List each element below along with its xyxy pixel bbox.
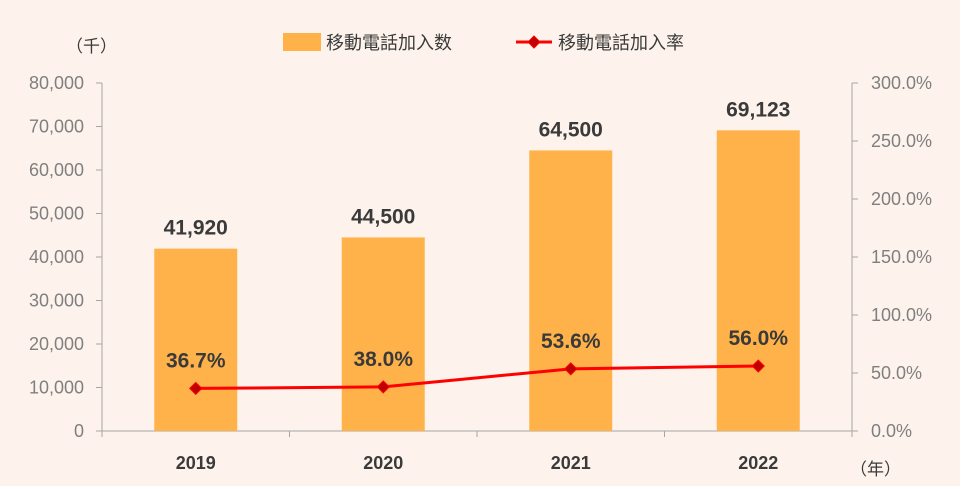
y-left-tick-label: 20,000 — [29, 334, 84, 354]
x-tick-label: 2022 — [738, 453, 778, 473]
y-left-unit-label: （千） — [66, 37, 117, 57]
rate-point — [751, 359, 765, 373]
x-unit-label: （年） — [850, 460, 901, 480]
bar — [716, 130, 800, 432]
y-left-tick-label: 40,000 — [29, 247, 84, 267]
bar — [154, 248, 238, 431]
rate-point — [189, 381, 203, 396]
y-right-tick-label: 150.0% — [871, 247, 932, 267]
y-left-tick-label: 30,000 — [29, 291, 84, 311]
y-left-tick-label: 80,000 — [29, 73, 84, 93]
bar — [341, 237, 425, 431]
rate-value-label: 38.0% — [353, 348, 413, 371]
legend-bar-label: 移動電話加入数 — [326, 33, 452, 54]
y-left-tick-label: 70,000 — [29, 117, 84, 137]
data-labels: 41,920 44,500 64,500 69,123 36.7% 38.0% 53.6% 5… — [164, 98, 791, 372]
y-right-tick-label: 250.0% — [871, 131, 932, 151]
legend-line-label: 移動電話加入率 — [558, 33, 684, 54]
x-tick-label: 2020 — [363, 453, 403, 473]
y-right-tick-label: 50.0% — [871, 363, 922, 383]
bar-value-label: 69,123 — [726, 98, 790, 121]
y-left-tick-label: 50,000 — [29, 204, 84, 224]
y-left-tick-label: 60,000 — [29, 160, 84, 180]
bar-value-label: 41,920 — [164, 217, 228, 240]
rate-value-label: 36.7% — [166, 349, 226, 372]
legend: 移動電話加入数 移動電話加入率 — [283, 33, 684, 54]
legend-line-marker — [527, 35, 541, 49]
legend-bar-swatch — [283, 33, 321, 51]
rate-line — [189, 359, 765, 396]
y-right-tick-label: 200.0% — [871, 189, 932, 209]
y-left-tick-label: 0 — [74, 421, 84, 441]
rate-value-label: 53.6% — [541, 330, 601, 353]
rate-point — [376, 380, 390, 394]
bars — [154, 130, 800, 432]
y-right-tick-label: 100.0% — [871, 305, 932, 325]
x-tick-label: 2021 — [551, 453, 591, 473]
y-right-tick-label: 0.0% — [871, 421, 912, 441]
rate-point — [564, 362, 578, 376]
bar — [529, 150, 613, 432]
bar-value-label: 44,500 — [351, 205, 415, 228]
y-right-tick-label: 300.0% — [871, 73, 932, 93]
y-left-tick-label: 10,000 — [29, 378, 84, 398]
rate-value-label: 56.0% — [728, 327, 788, 350]
x-tick-label: 2019 — [176, 453, 216, 473]
bar-value-label: 64,500 — [539, 118, 603, 141]
rate-line-path — [195, 364, 759, 390]
axes: 0 10,000 20,000 30,000 40,000 50,000 60,000 70,… — [29, 37, 932, 480]
